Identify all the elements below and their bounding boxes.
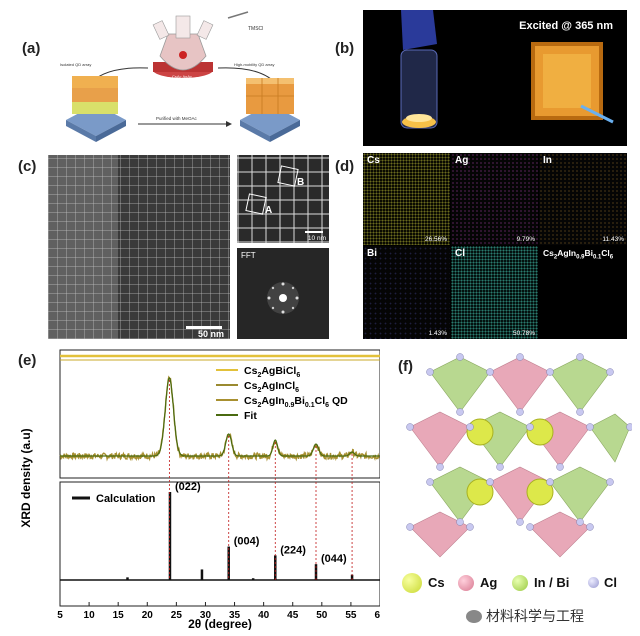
flask-text: CsAc AgAc (172, 74, 192, 79)
eds-pct-cs: 26.56% (424, 236, 447, 243)
eds-map-grid: Cs 26.56% Ag 9.79% In 11.43% Bi 1.43% Cl… (363, 153, 627, 339)
x-tick-label: 5 (57, 610, 63, 621)
legend-cs-label: Cs (428, 575, 445, 590)
xrd-upper-frame (59, 349, 380, 479)
vial-and-film-photo (400, 10, 614, 129)
x-tick-label: 45 (287, 610, 299, 621)
eds-label-bi: Bi (367, 248, 377, 259)
high-mobility-qd-array (240, 78, 300, 142)
eds-map-bi: Bi 1.43% (363, 246, 450, 339)
reaction-flask (152, 11, 249, 78)
x-tick-label: 15 (113, 610, 125, 621)
eds-pct-bi: 1.43% (428, 330, 447, 337)
tmsci-label: TMSCl (248, 26, 263, 32)
scale-label-inset: 10 nm (307, 235, 326, 242)
y-axis-label: XRD density (a.u) (20, 428, 33, 527)
legend-ag-icon (458, 575, 474, 591)
panel-b-photo: Excited @ 365 nm (363, 10, 627, 146)
purified-caption: Purified with MeOAc (156, 116, 198, 121)
eds-label-cs: Cs (367, 155, 380, 166)
eds-map-ag: Ag 9.79% (451, 153, 538, 245)
x-tick-label: 60 (374, 610, 380, 621)
xrd-qd-data-line (59, 375, 380, 462)
calc-peak-label: (004) (234, 536, 260, 548)
panel-f-label: (f) (398, 358, 413, 375)
panel-b-label: (b) (335, 40, 355, 57)
eds-label-ag: Ag (455, 155, 469, 166)
eds-formula-label: Cs2AgIn0.9Bi0.1Cl6 (543, 248, 614, 261)
scale-label-main: 50 nm (197, 329, 224, 339)
x-axis-label: 2θ (degree) (188, 617, 252, 630)
crystal-legend: Cs Ag In / Bi Cl (400, 572, 632, 594)
eds-label-cl: Cl (455, 248, 465, 259)
legend-bicl6: Cs2AgBiCl6 (244, 365, 300, 379)
cs-atoms (466, 418, 554, 506)
x-tick-label: 10 (84, 610, 96, 621)
legend-incl6: Cs2AgInCl6 (244, 380, 299, 394)
box-a-label: A (265, 205, 273, 216)
watermark-text: 材料科学与工程 (486, 609, 584, 625)
watermark: 材料科学与工程 (466, 606, 584, 626)
xrd-fit-line (60, 377, 380, 457)
panel-c-label: (c) (18, 158, 37, 175)
crystal-structure (406, 353, 632, 558)
eds-map-in: In 11.43% (539, 153, 627, 245)
legend-inbi-label: In / Bi (534, 575, 570, 590)
legend-fit: Fit (244, 410, 257, 422)
panel-d-label: (d) (335, 158, 355, 175)
scale-bar-main (186, 326, 222, 329)
x-tick-label: 50 (316, 610, 328, 621)
svg-text:InAc₃ BiAc₃: InAc₃ BiAc₃ (170, 80, 191, 85)
x-tick-label: 35 (229, 610, 241, 621)
legend-qd: Cs2AgIn0.9Bi0.1Cl6 QD (244, 395, 348, 409)
high-mobility-caption: High-mobility QD array (234, 62, 274, 67)
box-a (245, 193, 267, 215)
legend-cs-icon (402, 573, 422, 593)
eds-pct-cl: 50.78% (512, 330, 535, 337)
panel-e-label: (e) (18, 352, 37, 369)
x-tick-label: 20 (142, 610, 154, 621)
isolated-qd-array (66, 76, 126, 142)
calc-peak-label: (022) (175, 481, 201, 493)
x-tick-label: 40 (258, 610, 270, 621)
octahedra (409, 356, 631, 558)
x-tick-label: 25 (171, 610, 183, 621)
eds-label-in: In (543, 155, 552, 166)
xrd-chart: 5 10 15 20 25 30 35 40 45 50 55 60 (022) (004) (224) (0… (20, 349, 380, 630)
isolated-caption: Isolated QD array (60, 62, 91, 67)
x-tick-label: 30 (200, 610, 212, 621)
eds-map-cs: Cs 26.56% (363, 153, 450, 245)
calc-peak-label: (044) (321, 553, 347, 565)
xrd-lower-frame (59, 481, 380, 607)
cl-atoms (406, 353, 632, 531)
eds-pct-ag: 9.79% (516, 236, 535, 243)
xrd-legend: Cs2AgBiCl6 Cs2AgInCl6 Cs2AgIn0.9Bi0.1Cl6… (216, 365, 348, 422)
legend-ag-label: Ag (480, 575, 498, 590)
x-tick-label: 55 (345, 610, 357, 621)
legend-inbi-icon (512, 575, 528, 591)
panel-a-schematic: TMSCl CsAc AgAc InAc₃ BiAc₃ Isolated QD … (60, 11, 300, 142)
eds-pct-in: 11.43% (602, 236, 624, 243)
eds-map-cl: Cl 50.78% (451, 246, 538, 339)
legend-cl-icon (588, 577, 599, 588)
tem-image: 50 nm (48, 155, 230, 339)
box-b-label: B (297, 177, 305, 188)
calc-legend-label: Calculation (96, 493, 156, 505)
wechat-icon (466, 609, 482, 623)
excited-label: Excited @ 365 nm (519, 20, 613, 32)
tem-inset-hr: A B 10 nm (237, 155, 329, 243)
fft-label: FFT (241, 251, 256, 260)
box-b (277, 165, 299, 187)
fft-inset: FFT (237, 248, 329, 339)
calc-peak-label: (224) (280, 544, 306, 556)
eds-map-composite: Cs2AgIn0.9Bi0.1Cl6 (539, 246, 627, 339)
panel-a-label: (a) (22, 40, 41, 57)
legend-cl-label: Cl (604, 575, 617, 590)
fft-pattern (267, 282, 299, 314)
